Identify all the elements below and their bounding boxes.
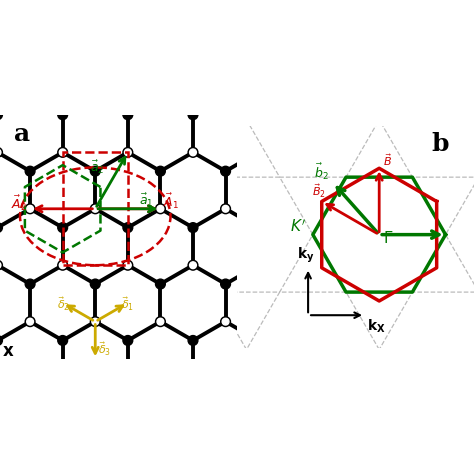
Text: $\vec{\delta}_1$: $\vec{\delta}_1$ [121,296,134,313]
Circle shape [58,110,68,119]
Circle shape [91,279,100,289]
Circle shape [155,279,165,289]
Circle shape [221,166,230,176]
Circle shape [221,204,230,214]
Text: $\mathbf{k_y}$: $\mathbf{k_y}$ [297,246,315,265]
Circle shape [0,147,2,157]
Circle shape [155,204,165,214]
Circle shape [0,336,2,346]
Circle shape [0,110,2,119]
Text: $\vec{A}_1$: $\vec{A}_1$ [164,191,180,211]
Circle shape [91,317,100,327]
Circle shape [123,336,133,346]
Circle shape [0,260,2,270]
Circle shape [58,336,68,346]
Circle shape [222,205,229,212]
Text: $K'$: $K'$ [290,219,306,235]
Circle shape [25,166,35,176]
Circle shape [125,149,131,156]
Text: $\mathbf{x}$: $\mathbf{x}$ [2,341,14,359]
Circle shape [27,318,34,325]
Circle shape [0,262,1,269]
Circle shape [188,110,198,119]
Circle shape [222,318,229,325]
Circle shape [221,279,230,289]
Circle shape [155,166,165,176]
Circle shape [25,204,35,214]
Text: $\vec{B}$: $\vec{B}$ [383,152,392,168]
Text: $\mathbf{k_X}$: $\mathbf{k_X}$ [367,318,386,335]
Circle shape [25,279,35,289]
Circle shape [91,166,100,176]
Circle shape [92,205,99,212]
Circle shape [188,260,198,270]
Text: $\vec{\delta}_3$: $\vec{\delta}_3$ [98,341,111,358]
Text: a: a [14,122,30,146]
Text: $\vec{a}_1$: $\vec{a}_1$ [139,192,154,209]
Circle shape [123,260,133,270]
Circle shape [155,317,165,327]
Circle shape [27,205,34,212]
Circle shape [190,262,196,269]
Text: $\vec{a}_2$: $\vec{a}_2$ [90,159,104,176]
Circle shape [58,260,68,270]
Circle shape [0,223,2,232]
Circle shape [0,149,1,156]
Text: $\vec{\delta}_2$: $\vec{\delta}_2$ [56,296,70,313]
Circle shape [188,147,198,157]
Circle shape [188,223,198,232]
Circle shape [157,205,164,212]
Circle shape [123,147,133,157]
Circle shape [59,262,66,269]
Circle shape [59,149,66,156]
Circle shape [58,147,68,157]
Text: $\vec{B}_2$: $\vec{B}_2$ [312,182,326,200]
Circle shape [221,317,230,327]
Text: $\vec{b}_2$: $\vec{b}_2$ [313,162,328,182]
Circle shape [25,317,35,327]
Text: $\vec{A}_2$: $\vec{A}_2$ [11,193,27,213]
Circle shape [92,318,99,325]
Text: $\Gamma$: $\Gamma$ [383,230,393,246]
Circle shape [123,223,133,232]
Circle shape [91,204,100,214]
Text: b: b [431,132,449,156]
Circle shape [188,336,198,346]
Circle shape [190,149,196,156]
Circle shape [58,223,68,232]
Circle shape [157,318,164,325]
Circle shape [125,262,131,269]
Circle shape [123,110,133,119]
